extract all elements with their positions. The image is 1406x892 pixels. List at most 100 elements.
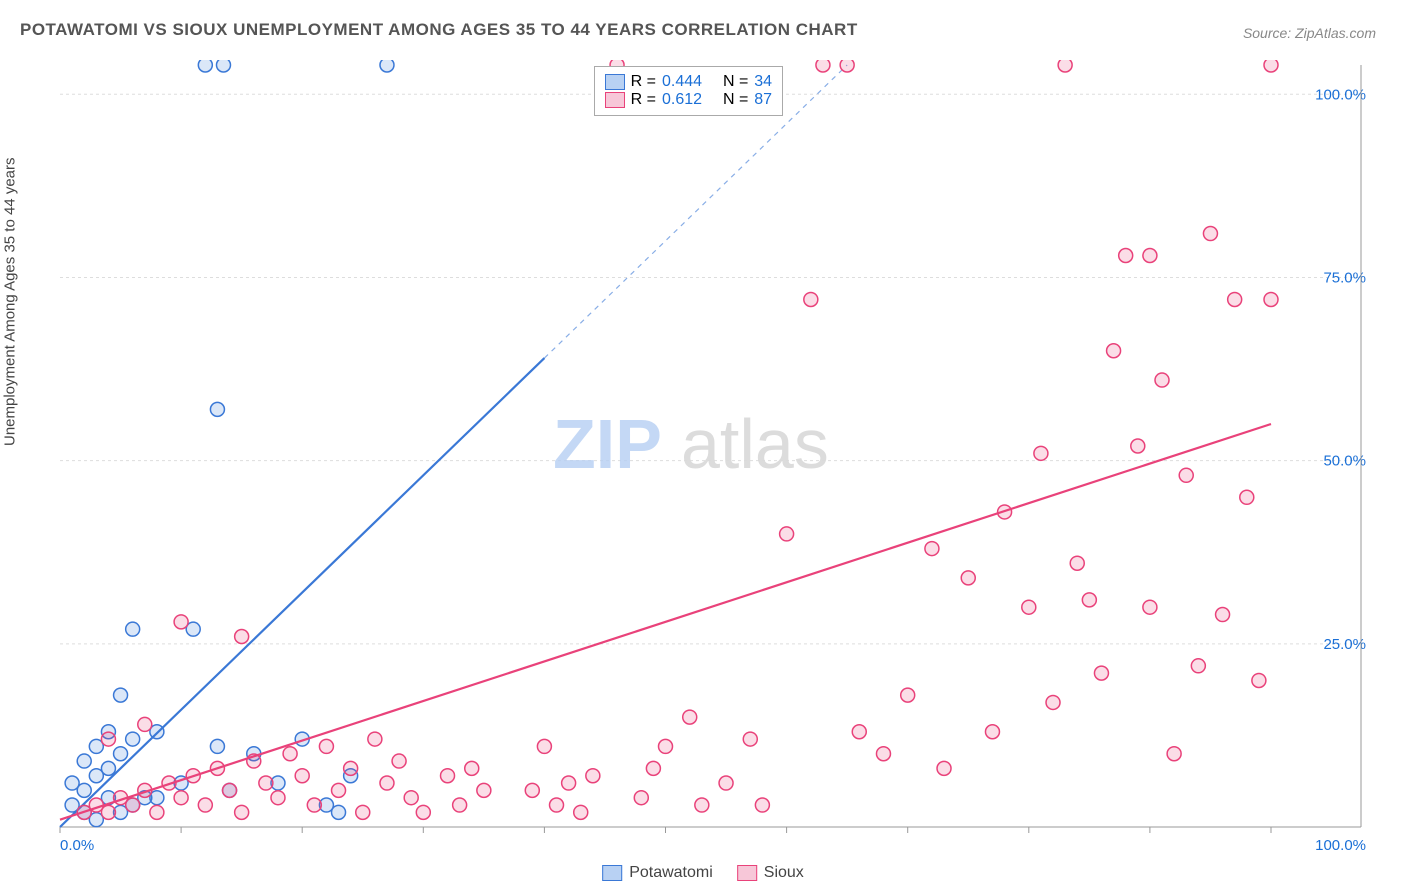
data-point: [876, 747, 890, 761]
legend-swatch: [605, 74, 625, 90]
r-label: R =: [631, 73, 656, 91]
data-point: [380, 60, 394, 72]
data-point: [695, 798, 709, 812]
n-value: 34: [754, 73, 772, 91]
n-label: N =: [723, 91, 748, 109]
data-point: [65, 776, 79, 790]
legend-label: Sioux: [764, 864, 804, 882]
data-point: [901, 688, 915, 702]
r-value: 0.444: [662, 73, 702, 91]
data-point: [780, 527, 794, 541]
data-point: [126, 798, 140, 812]
data-point: [1240, 490, 1254, 504]
data-point: [453, 798, 467, 812]
data-point: [216, 60, 230, 72]
r-value: 0.612: [662, 91, 702, 109]
data-point: [295, 769, 309, 783]
data-point: [1264, 60, 1278, 72]
data-point: [804, 292, 818, 306]
data-point: [162, 776, 176, 790]
data-point: [1082, 593, 1096, 607]
data-point: [755, 798, 769, 812]
source-name: ZipAtlas.com: [1295, 25, 1376, 41]
data-point: [562, 776, 576, 790]
data-point: [985, 725, 999, 739]
data-point: [150, 805, 164, 819]
data-point: [235, 630, 249, 644]
r-label: R =: [631, 91, 656, 109]
data-point: [138, 717, 152, 731]
source-attribution: Source: ZipAtlas.com: [1243, 25, 1376, 41]
data-point: [465, 761, 479, 775]
y-tick-label: 50.0%: [1323, 453, 1366, 470]
legend-swatch: [737, 865, 757, 881]
correlation-stats-box: R = 0.444 N = 34 R = 0.612 N = 87: [594, 66, 783, 116]
data-point: [634, 791, 648, 805]
data-point: [210, 402, 224, 416]
data-point: [998, 505, 1012, 519]
data-point: [683, 710, 697, 724]
legend: Potawatomi Sioux: [602, 864, 804, 882]
data-point: [101, 761, 115, 775]
data-point: [283, 747, 297, 761]
scatter-plot-svg: 25.0% 50.0% 75.0% 100.0% 0.0% 100.0%: [50, 60, 1376, 852]
data-point: [1094, 666, 1108, 680]
data-point: [368, 732, 382, 746]
data-point: [1046, 695, 1060, 709]
y-tick-label: 100.0%: [1315, 86, 1366, 103]
legend-item: Sioux: [737, 864, 804, 882]
trend-line: [60, 424, 1271, 820]
data-point: [586, 769, 600, 783]
data-point: [1034, 446, 1048, 460]
data-point: [223, 783, 237, 797]
data-point: [174, 791, 188, 805]
n-label: N =: [723, 73, 748, 91]
data-point: [816, 60, 830, 72]
n-value: 87: [754, 91, 772, 109]
chart-area: 25.0% 50.0% 75.0% 100.0% 0.0% 100.0% R = 0.44…: [50, 60, 1376, 852]
data-point: [1167, 747, 1181, 761]
data-point: [101, 805, 115, 819]
data-point: [77, 754, 91, 768]
data-point: [101, 732, 115, 746]
data-point: [404, 791, 418, 805]
data-point: [1203, 227, 1217, 241]
data-point: [344, 761, 358, 775]
data-point: [356, 805, 370, 819]
data-point: [925, 542, 939, 556]
x-tick-label: 100.0%: [1315, 837, 1366, 852]
data-point: [380, 776, 394, 790]
data-point: [852, 725, 866, 739]
stats-row: R = 0.444 N = 34: [605, 73, 772, 91]
data-point: [198, 798, 212, 812]
data-point: [1143, 600, 1157, 614]
data-point: [1228, 292, 1242, 306]
data-point: [525, 783, 539, 797]
data-point: [259, 776, 273, 790]
data-point: [537, 739, 551, 753]
legend-swatch: [605, 92, 625, 108]
data-point: [235, 805, 249, 819]
data-point: [138, 783, 152, 797]
data-point: [126, 622, 140, 636]
legend-item: Potawatomi: [602, 864, 713, 882]
data-point: [1216, 608, 1230, 622]
data-point: [198, 60, 212, 72]
data-point: [1131, 439, 1145, 453]
data-point: [719, 776, 733, 790]
data-point: [550, 798, 564, 812]
x-tick-label: 0.0%: [60, 837, 94, 852]
data-point: [1143, 249, 1157, 263]
y-tick-label: 75.0%: [1323, 269, 1366, 286]
data-point: [840, 60, 854, 72]
data-point: [174, 615, 188, 629]
data-point: [574, 805, 588, 819]
data-point: [114, 747, 128, 761]
data-point: [392, 754, 406, 768]
data-point: [126, 732, 140, 746]
data-point: [1264, 292, 1278, 306]
data-point: [210, 739, 224, 753]
y-axis-label: Unemployment Among Ages 35 to 44 years: [2, 157, 19, 446]
y-tick-label: 25.0%: [1323, 636, 1366, 653]
data-point: [659, 739, 673, 753]
